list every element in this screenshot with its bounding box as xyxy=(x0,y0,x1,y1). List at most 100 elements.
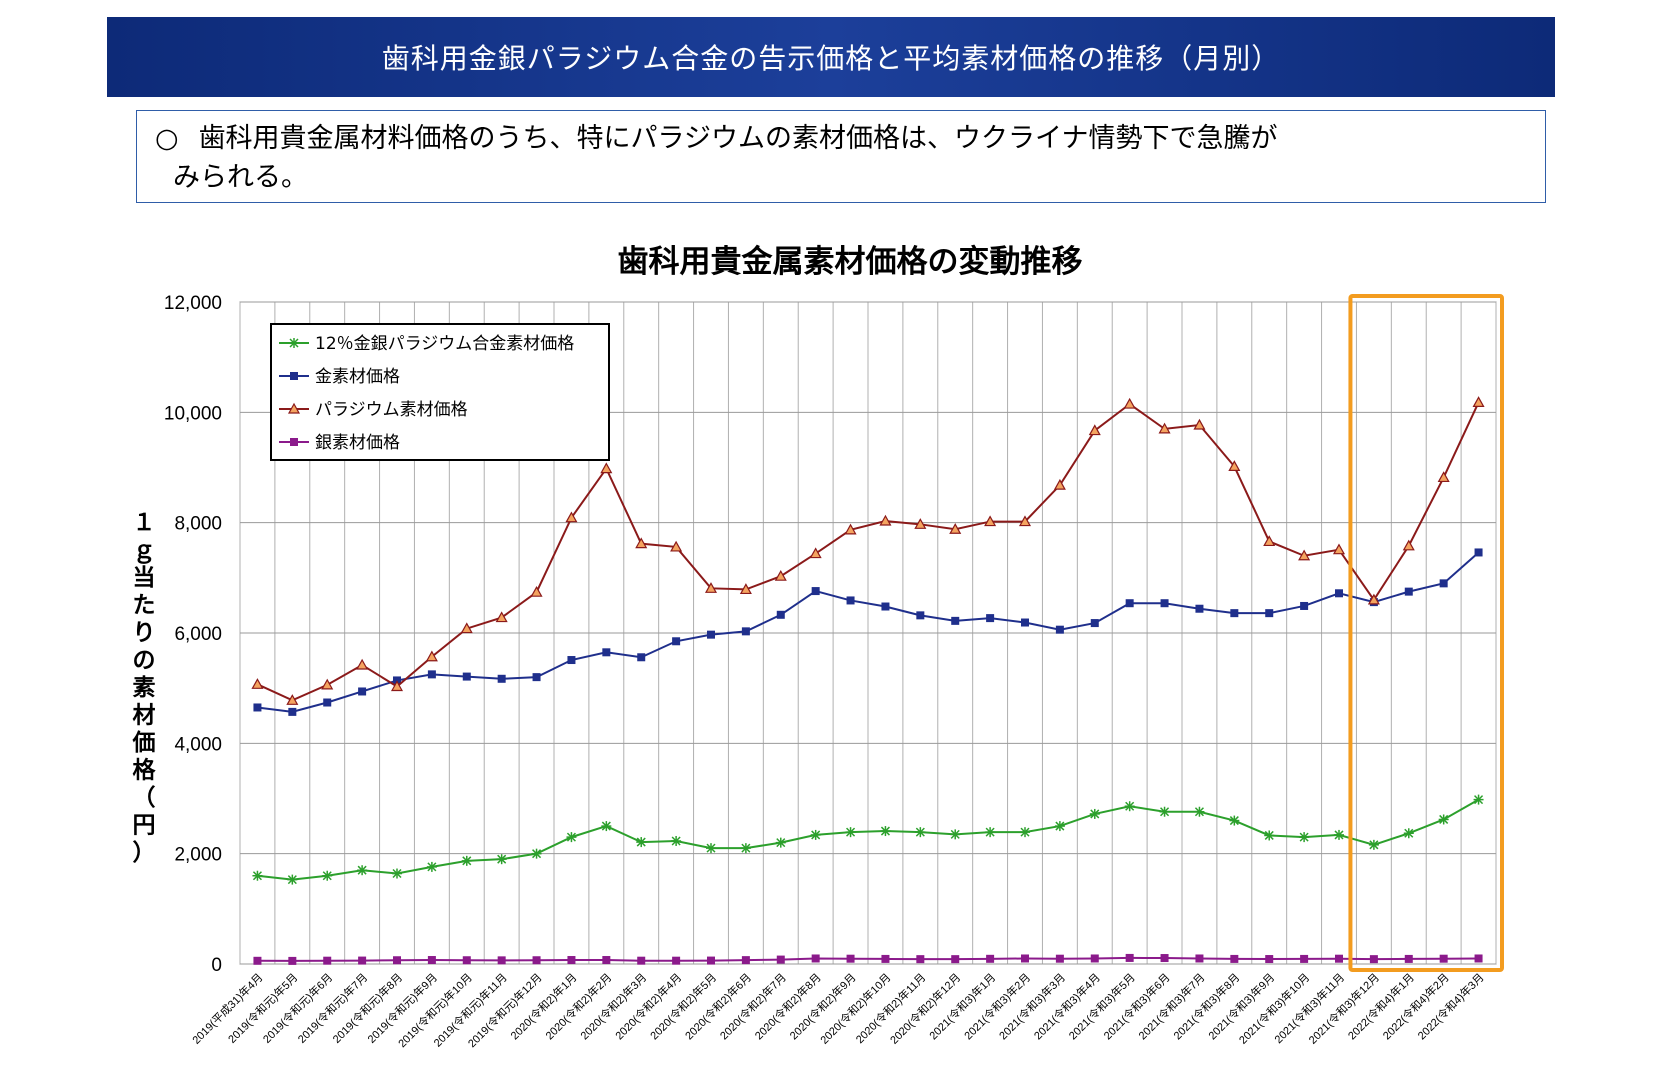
data-point xyxy=(567,656,576,665)
data-point xyxy=(1159,806,1170,817)
data-point xyxy=(462,672,471,681)
data-point xyxy=(496,854,507,865)
data-point xyxy=(1125,953,1134,962)
data-point xyxy=(1229,815,1240,826)
data-point xyxy=(1021,618,1029,627)
data-point xyxy=(881,954,890,963)
data-point xyxy=(1404,954,1413,963)
data-point xyxy=(1125,599,1134,608)
data-point xyxy=(1335,954,1343,963)
y-tick-label: 4,000 xyxy=(174,734,222,755)
data-point xyxy=(809,547,822,559)
legend-marker xyxy=(287,402,301,414)
data-point xyxy=(810,829,821,840)
data-point xyxy=(985,827,996,838)
data-point xyxy=(984,515,997,527)
data-point xyxy=(1160,954,1169,963)
data-point xyxy=(1090,619,1099,628)
data-point xyxy=(567,956,576,965)
data-point xyxy=(530,585,543,597)
series-line-0 xyxy=(257,798,1480,881)
data-point xyxy=(1367,593,1380,605)
legend-label: 12％金銀パラジウム合金素材価格 xyxy=(315,334,574,354)
series-line-3 xyxy=(257,956,1479,962)
data-point xyxy=(1368,839,1379,850)
y-axis-label: １ｇ当たりの素材価格（円） xyxy=(132,510,157,866)
data-point xyxy=(461,855,472,866)
data-point xyxy=(321,678,334,690)
data-point xyxy=(392,868,402,879)
data-point xyxy=(1264,830,1275,841)
note-line-2: みられる。 xyxy=(173,162,308,193)
data-point xyxy=(739,583,752,595)
data-point xyxy=(880,826,891,837)
data-point xyxy=(1090,954,1099,963)
data-point xyxy=(1055,954,1064,963)
data-point xyxy=(949,523,962,534)
data-point xyxy=(845,827,856,838)
data-point xyxy=(1230,954,1239,963)
data-point xyxy=(601,821,612,832)
data-point xyxy=(495,611,508,623)
data-point xyxy=(637,956,646,965)
data-point xyxy=(774,569,787,581)
data-point xyxy=(253,703,262,712)
data-point xyxy=(532,956,541,965)
data-point xyxy=(1054,821,1065,832)
y-tick-label: 0 xyxy=(211,955,222,976)
data-point xyxy=(1298,549,1311,561)
data-point xyxy=(1160,599,1169,608)
data-point xyxy=(1228,460,1241,471)
banner-title: 歯科用金銀パラジウム合金の告示価格と平均素材価格の推移（月別） xyxy=(381,42,1281,75)
data-point xyxy=(776,955,785,964)
y-tick-label: 10,000 xyxy=(164,403,222,424)
data-point xyxy=(602,956,611,965)
y-tick-label: 12,000 xyxy=(164,293,222,314)
data-point xyxy=(1088,424,1101,436)
series-line-1 xyxy=(257,551,1480,713)
data-point xyxy=(251,678,264,689)
data-point xyxy=(1089,808,1100,819)
summary-note: ○ 歯科用貴金属材料価格のうち、特にパラジウムの素材価格は、ウクライナ情勢下で急騰… xyxy=(136,110,1546,203)
data-point xyxy=(1230,609,1239,618)
data-point xyxy=(951,616,960,625)
data-point xyxy=(1021,954,1029,963)
data-point xyxy=(707,630,715,639)
data-point xyxy=(1403,828,1414,839)
data-point xyxy=(358,956,367,965)
data-point xyxy=(531,848,542,859)
data-point xyxy=(323,698,332,707)
data-point xyxy=(916,611,925,620)
series-line-2 xyxy=(257,401,1480,702)
data-point xyxy=(775,837,786,848)
data-point xyxy=(1195,604,1204,613)
data-point xyxy=(846,954,855,963)
data-point xyxy=(600,462,613,474)
data-point xyxy=(1055,625,1064,634)
data-point xyxy=(916,955,925,964)
data-point xyxy=(1404,587,1413,596)
data-point xyxy=(915,827,926,838)
data-point xyxy=(670,540,683,552)
data-point xyxy=(637,653,646,662)
data-point xyxy=(672,637,681,646)
data-point xyxy=(707,956,715,965)
y-tick-label: 8,000 xyxy=(174,514,222,535)
bullet-icon: ○ xyxy=(155,123,179,154)
page-banner: 歯科用金銀パラジウム合金の告示価格と平均素材価格の推移（月別） xyxy=(107,17,1555,97)
data-point xyxy=(1300,601,1309,610)
highlight-box xyxy=(1348,294,1505,972)
data-point xyxy=(425,650,438,662)
data-point xyxy=(1474,548,1483,557)
data-point xyxy=(950,829,961,840)
data-point xyxy=(286,694,299,705)
data-point xyxy=(427,956,436,965)
data-point xyxy=(1194,806,1205,817)
data-point xyxy=(462,956,471,965)
data-point xyxy=(986,614,995,623)
data-point xyxy=(881,602,890,611)
data-point xyxy=(740,843,751,854)
data-point xyxy=(1474,954,1483,963)
